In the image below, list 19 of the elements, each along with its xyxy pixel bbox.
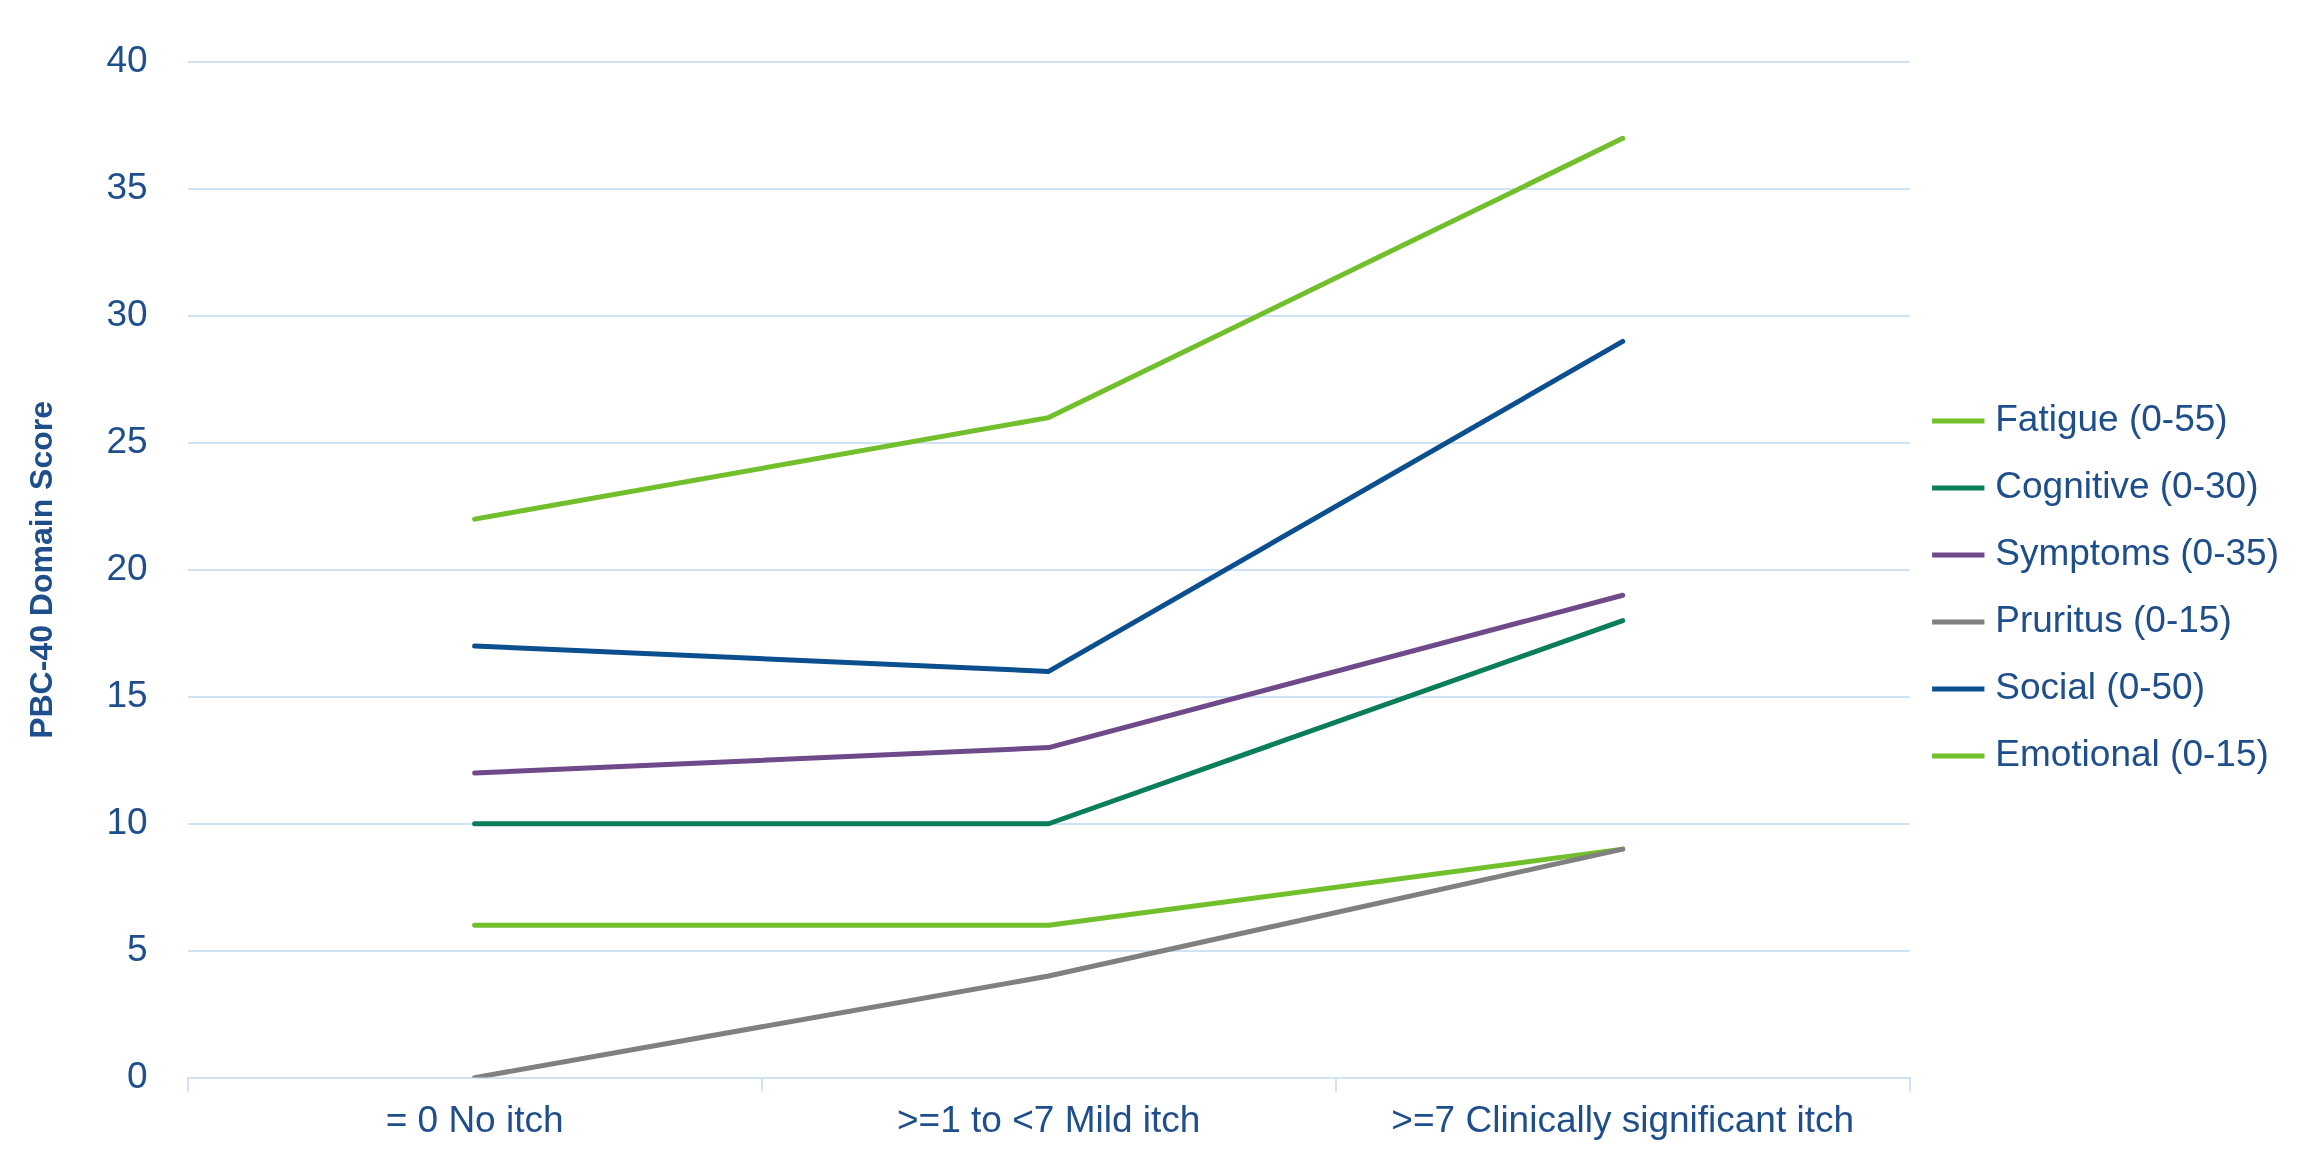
legend-label: Fatigue (0-55) xyxy=(1995,398,2228,440)
y-tick-label: 5 xyxy=(126,927,148,969)
legend-label: Emotional (0-15) xyxy=(1995,733,2269,775)
x-tick-label: >=7 Clinically significant itch xyxy=(1391,1099,1855,1140)
y-tick-label: 0 xyxy=(126,1054,148,1096)
y-tick-label: 35 xyxy=(106,166,148,208)
y-tick-label: 30 xyxy=(106,293,148,335)
y-tick-label: 15 xyxy=(106,674,148,716)
y-axis-title: PBC-40 Domain Score xyxy=(23,400,60,739)
legend-label: Social (0-50) xyxy=(1995,666,2206,708)
y-tick-label: 40 xyxy=(106,39,148,81)
x-tick-label: = 0 No itch xyxy=(385,1099,564,1140)
legend-label: Pruritus (0-15) xyxy=(1995,599,2232,641)
y-tick-label: 20 xyxy=(106,547,148,589)
legend-label: Symptoms (0-35) xyxy=(1995,532,2279,574)
y-tick-label: 25 xyxy=(106,420,148,462)
x-tick-label: >=1 to <7 Mild itch xyxy=(896,1099,1201,1140)
y-tick-label: 10 xyxy=(106,800,148,842)
legend-label: Cognitive (0-30) xyxy=(1995,465,2259,507)
